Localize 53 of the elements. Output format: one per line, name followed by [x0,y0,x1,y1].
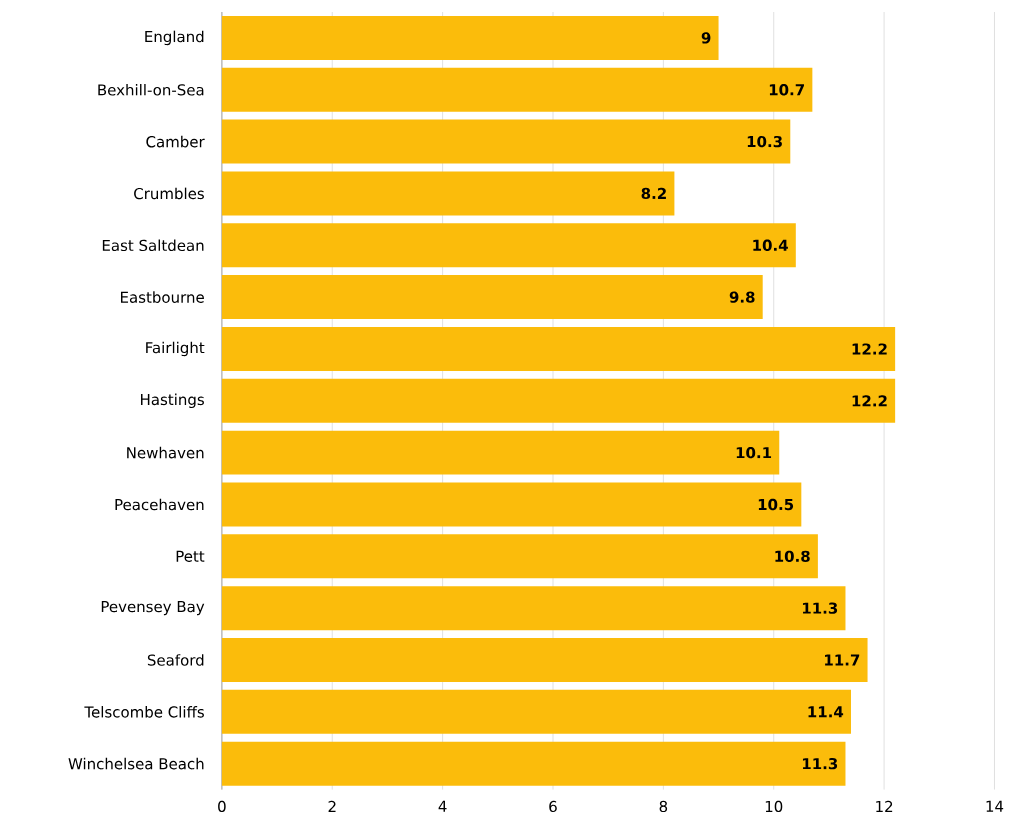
y-tick-label: Telscombe Cliffs [84,706,204,718]
data-label: 10.5 [758,499,794,511]
bar [221,275,763,320]
y-tick-label: Crumbles [134,187,204,200]
bar [221,327,896,372]
data-label: 9.8 [729,291,755,303]
data-label: 10.4 [753,239,788,252]
x-tick-label: 10 [765,800,783,813]
data-label: 10.7 [769,84,804,96]
y-tick-label: Pevensey Bay [101,601,205,616]
data-label: 11.3 [802,758,838,770]
data-label: 12.2 [852,343,887,355]
x-tick-label: 0 [218,800,226,813]
bar [221,67,813,112]
y-tick-label: Bexhill-on-Sea [98,84,204,96]
y-tick-label: Winchelsea Beach [68,758,204,770]
y-tick-label: Hastings [141,393,204,409]
x-tick-label: 8 [659,800,668,813]
data-label: 10.1 [736,447,772,459]
bar [221,586,846,631]
data-label: 11.7 [825,654,860,666]
x-tick-label: 14 [986,800,1004,812]
x-tick-label: 12 [876,800,893,813]
bar [221,741,846,786]
x-tick-label: 6 [549,800,557,813]
bar [221,534,818,579]
bar [221,482,802,527]
bar [221,223,796,268]
data-label: 12.2 [852,395,887,407]
y-tick-label: Fairlight [146,341,205,357]
x-tick-label: 2 [328,800,336,813]
data-label: 10.8 [775,550,810,563]
bar [221,690,851,735]
bar [221,430,780,475]
data-label: 11.3 [802,602,838,615]
bar [221,119,791,164]
data-label: 8.2 [641,187,666,200]
y-tick-label: Peacehaven [115,498,204,511]
bar [221,638,868,683]
y-tick-label: East Saltdean [102,239,204,252]
y-tick-label: Pett [176,550,205,563]
y-tick-label: Camber [146,136,205,148]
data-label: 10.3 [747,136,782,148]
y-tick-label: Eastbourne [121,291,204,304]
data-label: 11.4 [808,706,844,718]
data-label: 9 [701,32,711,44]
bar [221,379,896,423]
x-tick-label: 4 [438,800,447,812]
y-tick-label: Seaford [147,654,204,667]
bar [221,171,675,216]
y-tick-label: Newhaven [127,447,204,459]
bar [221,16,719,61]
y-tick-label: England [145,30,204,46]
